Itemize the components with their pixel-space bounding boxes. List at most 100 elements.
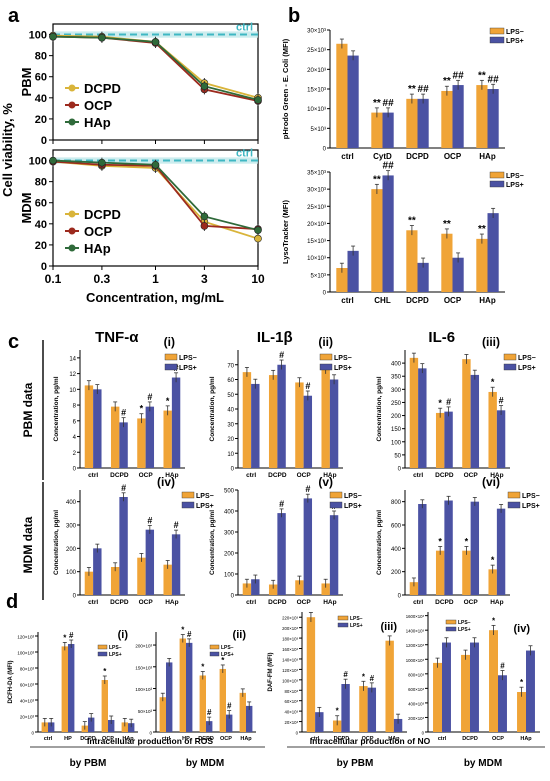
legend-label: OCP <box>84 98 113 113</box>
bar-LPS+-DCPD <box>119 497 128 595</box>
legend-swatch <box>503 353 517 361</box>
legend-swatch <box>489 180 505 188</box>
y-tick-label: 100 <box>224 573 235 579</box>
significance-mark: # <box>147 515 152 525</box>
significance-mark: * <box>103 667 107 676</box>
sub-label: (ii) <box>233 629 247 641</box>
y-tick-label: 0 <box>398 594 402 600</box>
legend-label: OCP <box>84 224 113 239</box>
bar-LPS+-DCPD <box>444 500 453 595</box>
bar-LPS+-DCPD <box>417 98 429 148</box>
y-tick-label: 200 <box>224 552 235 558</box>
y-tick-label: 20×10³ <box>20 715 35 720</box>
significance-mark: # <box>446 397 451 407</box>
bar-LPS−-HAp <box>488 391 497 468</box>
y-tick-label: 100×10³ <box>17 651 34 656</box>
line-panel-a_pbm: ctrl 0 20 40 60 80 100 DCPD OCP HAp PBM <box>19 22 262 147</box>
y-tick-label: 30×10³ <box>307 29 326 35</box>
y-tick-label: 120×10³ <box>17 635 34 640</box>
bar-LPS−-HAp <box>321 583 330 595</box>
bar-LPS+-ctrl <box>347 55 359 148</box>
significance-mark: ## <box>453 70 465 81</box>
legend-label: LPS+ <box>458 627 471 633</box>
bar-LPS−-ctrl <box>41 722 48 732</box>
significance-mark: * <box>166 396 170 406</box>
x-tick-label: OCP <box>492 736 504 742</box>
bar-LPS−-HAp <box>476 85 488 148</box>
bar-LPS+-OCP <box>498 675 507 732</box>
panel-label-d: d <box>6 591 18 613</box>
x-tick-label: HAp <box>323 599 336 606</box>
legend-swatch <box>97 651 108 657</box>
y-tick-label: 10 <box>227 452 234 458</box>
data-point <box>49 32 57 41</box>
data-point <box>200 212 209 221</box>
y-tick-label: 30×10³ <box>307 188 326 194</box>
y-tick-label: 0 <box>398 467 402 473</box>
bar-LPS−-OCP <box>219 668 226 732</box>
x-tick-label: HAp <box>490 472 503 479</box>
y-tick-label: 200 <box>391 570 402 576</box>
bar-LPS+-DCPD <box>341 684 350 732</box>
x-tick-label: OCP <box>297 599 312 606</box>
bar-LPS+-OCP <box>145 529 155 595</box>
y-tick-label: 20 <box>35 114 47 126</box>
sub-label: (i) <box>164 335 175 349</box>
legend-marker <box>68 84 76 92</box>
bar-LPS+-HAp <box>128 723 135 732</box>
x-tick-label: ctrl <box>246 599 256 606</box>
bar-LPS−-OCP <box>295 382 304 468</box>
y-tick-label: 0 <box>41 135 47 147</box>
y-axis-label: DCFH-DA (MFI) <box>8 660 14 703</box>
bar-LPS+-HAp <box>496 410 506 468</box>
x-axis-label: Concentration, mg/mL <box>86 290 224 305</box>
bar-LPS+-DCPD <box>88 717 95 732</box>
bar-LPS−-OCP <box>295 580 304 595</box>
sub-label: (ii) <box>318 335 333 349</box>
y-axis-label: Concentration, pg/ml <box>209 376 216 441</box>
legend-swatch <box>489 36 505 44</box>
significance-mark: * <box>221 656 225 665</box>
y-tick-label: 0 <box>323 291 327 297</box>
y-tick-label: 40×10³ <box>285 710 299 715</box>
bar-LPS+-DCPD <box>277 364 286 468</box>
y-tick-label: 20 <box>227 437 234 443</box>
bar-panel-d_iv: 0 200×10³ 400×10³ 600×10³ 800×10³ 1000×10³ 120… <box>406 612 540 742</box>
y-tick-label: 1000×10³ <box>406 658 425 663</box>
x-tick-label: ctrl <box>311 736 320 742</box>
bar-LPS−-ctrl <box>306 617 316 732</box>
bar-LPS+-OCP <box>303 498 313 595</box>
bar-LPS−-ctrl <box>159 697 166 732</box>
y-tick-label: 200 <box>391 414 402 420</box>
x-tick-label: HAp <box>479 152 496 161</box>
x-tick-label: HP <box>182 736 190 742</box>
significance-mark: ** <box>443 76 451 87</box>
data-point <box>151 160 160 169</box>
bar-LPS−-ctrl <box>336 268 348 292</box>
bar-LPS+-ctrl <box>418 504 427 595</box>
y-tick-label: 160×10³ <box>282 647 298 652</box>
bar-LPS−-ctrl <box>84 571 94 595</box>
x-tick-label: OCP <box>362 736 374 742</box>
bar-LPS+-HAp <box>487 213 499 292</box>
y-tick-label: 0 <box>323 147 327 153</box>
y-tick-label: 150 <box>391 427 402 433</box>
bar-LPS+-DCPD <box>206 721 213 732</box>
bar-LPS+-CytD <box>382 112 394 148</box>
y-tick-label: 100×10³ <box>282 678 298 683</box>
bar-LPS+-HAp <box>526 650 535 732</box>
significance-mark: ** <box>373 98 381 109</box>
legend-swatch <box>445 626 457 632</box>
bar-LPS+-CHL <box>382 175 394 292</box>
sub-label: (iii) <box>482 335 500 349</box>
bar-LPS−-OCP <box>441 233 453 292</box>
significance-mark: # <box>305 484 310 494</box>
y-tick-label: 40×10³ <box>20 699 35 704</box>
y-tick-label: 0 <box>149 731 152 736</box>
x-tick-label: OCP <box>444 296 462 305</box>
y-tick-label: 80×10³ <box>285 689 299 694</box>
y-tick-label: 0 <box>41 261 47 273</box>
y-tick-label: 25×10³ <box>307 205 326 211</box>
x-tick-label: ctrl <box>413 599 423 606</box>
